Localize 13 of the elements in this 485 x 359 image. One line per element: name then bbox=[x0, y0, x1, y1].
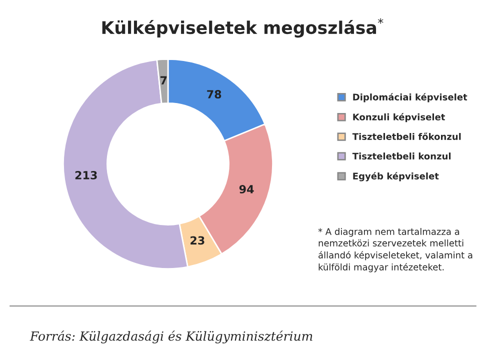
data-label: 78 bbox=[207, 90, 222, 98]
legend-label: Egyéb képviselet bbox=[353, 172, 439, 182]
chart-title: Külképviseletek megoszlása$^{*}$ bbox=[102, 18, 384, 38]
data-label: 94 bbox=[239, 185, 254, 194]
legend-label: Konzuli képviselet bbox=[353, 113, 446, 122]
text: * A diagram nem tartalmazza a nemzetközi szervezetek melletti állandó képviseleteket, valamint a külföldi magyar intézeteket. bbox=[318, 228, 472, 272]
data-label: 7 bbox=[160, 76, 167, 84]
legend-label: Tiszteletbeli főkonzul bbox=[352, 132, 461, 140]
legend-label: Tiszteletbeli konzul bbox=[352, 152, 451, 160]
data-label: 213 bbox=[75, 170, 97, 180]
legend-label: Diplomáciai képviselet bbox=[353, 93, 468, 102]
text: Forrás: Külgazdasági és Külügyminisztérium bbox=[30, 330, 312, 344]
data-label: 23 bbox=[190, 236, 204, 245]
